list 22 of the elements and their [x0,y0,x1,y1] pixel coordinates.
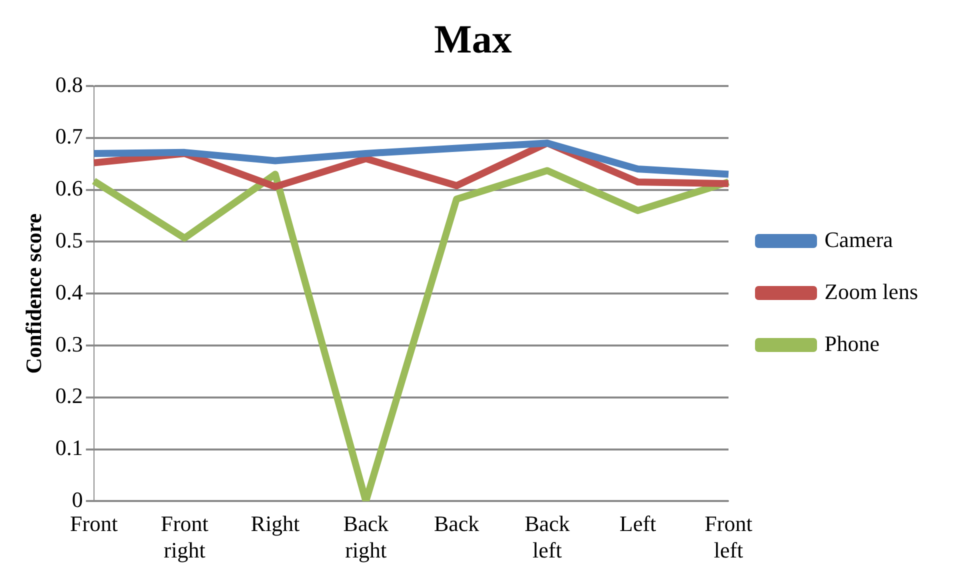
y-axis-title: Confidence score [20,213,46,374]
x-tick-label: Left [620,511,656,536]
chart-title: Max [434,16,512,62]
x-tick-label: Back left [524,511,570,563]
x-tick-label: Back [434,511,480,536]
y-tick-label: 0.8 [55,72,83,97]
legend-label: Phone [824,330,880,356]
y-tick-label: 0.3 [55,331,83,356]
y-tick-label: 0.5 [55,227,83,252]
legend-label: Camera [824,226,894,252]
x-tick-label: Front right [160,511,208,563]
y-tick-label: 0.2 [55,383,83,408]
y-tick-label: 0 [72,486,83,512]
y-tick-label: 0.4 [55,279,83,304]
x-tick-label: Front [70,511,118,536]
x-tick-label: Right [250,511,300,536]
x-tick-label: Back right [343,511,388,563]
y-tick-label: 0.1 [55,435,83,460]
legend-label: Zoom lens [824,278,918,304]
y-tick-label: 0.7 [55,124,83,149]
y-tick-label: 0.6 [55,176,83,201]
x-tick-label: Front left [704,511,752,563]
